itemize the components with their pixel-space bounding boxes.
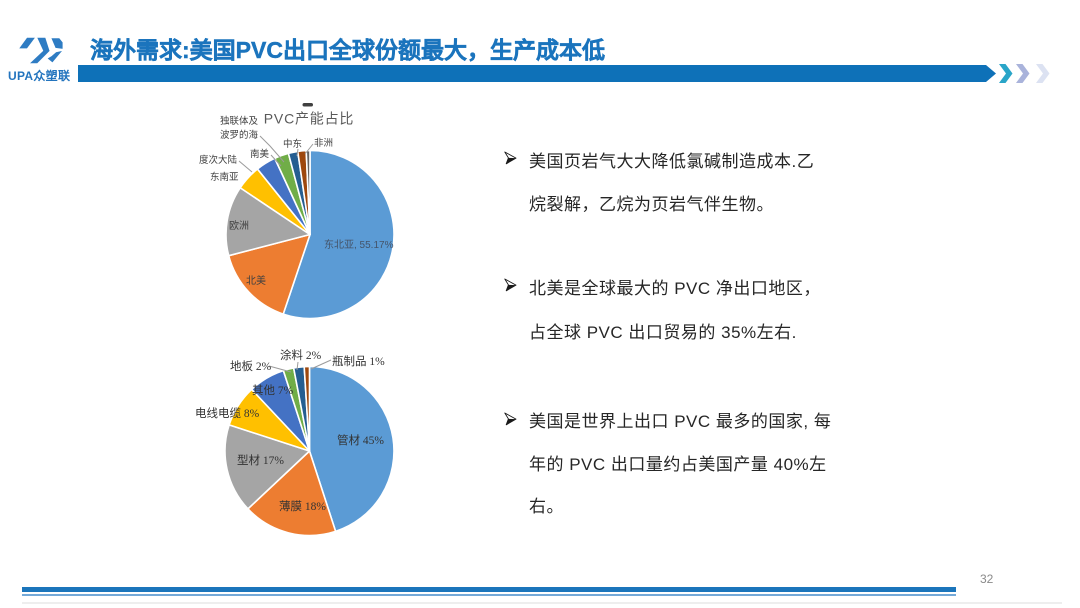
svg-text:型材 17%: 型材 17% xyxy=(237,453,284,467)
svg-text:度次大陆: 度次大陆 xyxy=(199,154,238,166)
svg-text:波罗的海: 波罗的海 xyxy=(220,129,259,141)
svg-text:地板 2%: 地板 2% xyxy=(230,359,272,373)
svg-text:独联体及: 独联体及 xyxy=(220,115,259,127)
svg-text:PVC产能占比: PVC产能占比 xyxy=(264,111,354,127)
svg-text:其他 7%: 其他 7% xyxy=(252,384,294,397)
svg-text:欧洲: 欧洲 xyxy=(229,220,249,232)
svg-text:薄膜 18%: 薄膜 18% xyxy=(279,499,326,513)
svg-text:东北亚, 55.17%: 东北亚, 55.17% xyxy=(324,238,394,251)
svg-text:瓶制品 1%: 瓶制品 1% xyxy=(332,354,385,368)
svg-text:涂料 2%: 涂料 2% xyxy=(280,348,322,362)
svg-text:南美: 南美 xyxy=(250,148,270,160)
svg-text:电线电缆 8%: 电线电缆 8% xyxy=(195,406,260,420)
svg-text:东南亚: 东南亚 xyxy=(210,171,239,183)
svg-text:非洲: 非洲 xyxy=(314,137,333,149)
svg-text:北美: 北美 xyxy=(246,274,266,287)
svg-text:中东: 中东 xyxy=(283,138,302,150)
svg-text:管材 45%: 管材 45% xyxy=(337,433,384,447)
